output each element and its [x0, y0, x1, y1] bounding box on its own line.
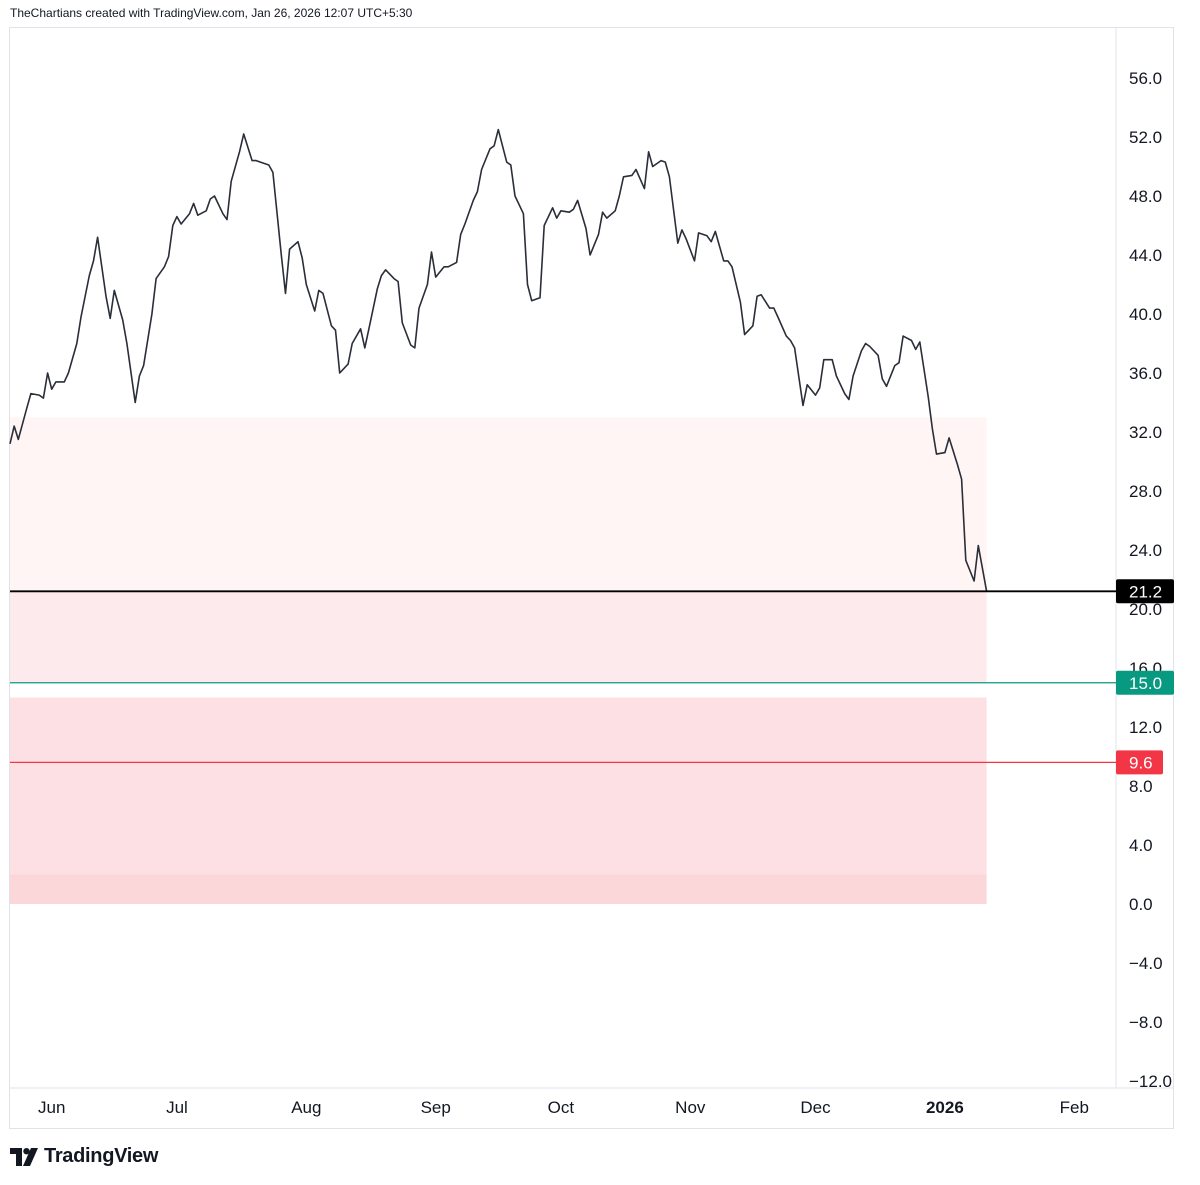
price-line-label: 15.0: [1129, 674, 1162, 693]
zone-band-2: [10, 697, 987, 875]
x-tick-label: Nov: [675, 1098, 706, 1117]
y-tick-label: 24.0: [1129, 541, 1162, 560]
y-tick-label: 4.0: [1129, 836, 1153, 855]
tradingview-logo-text: TradingView: [44, 1145, 159, 1167]
x-tick-label: Dec: [800, 1098, 831, 1117]
y-tick-label: 40.0: [1129, 305, 1162, 324]
zone-band-1: [10, 591, 987, 683]
y-tick-label: 48.0: [1129, 187, 1162, 206]
x-tick-label: Aug: [291, 1098, 321, 1117]
x-tick-label: Jul: [166, 1098, 188, 1117]
y-tick-label: 20.0: [1129, 600, 1162, 619]
y-tick-label: −4.0: [1129, 954, 1163, 973]
x-tick-label: Oct: [548, 1098, 575, 1117]
price-line-label: 21.2: [1129, 582, 1162, 601]
y-tick-label: 8.0: [1129, 777, 1153, 796]
price-line-label: 9.6: [1129, 753, 1153, 772]
x-tick-label: Sep: [421, 1098, 451, 1117]
y-tick-label: 28.0: [1129, 482, 1162, 501]
price-line-badge: [1116, 670, 1174, 695]
tradingview-logo-icon: [10, 1147, 38, 1166]
x-tick-label: Jun: [38, 1098, 65, 1117]
y-tick-label: −12.0: [1129, 1072, 1172, 1091]
price-line-badge: [1116, 579, 1174, 604]
y-tick-label: 36.0: [1129, 364, 1162, 383]
tradingview-logo[interactable]: TradingView: [10, 1145, 158, 1168]
y-tick-label: 56.0: [1129, 69, 1162, 88]
y-tick-label: 32.0: [1129, 423, 1162, 442]
x-tick-label: Feb: [1060, 1098, 1089, 1117]
chart-frame: [9, 27, 1174, 1129]
price-series-line: [9, 128, 988, 592]
x-tick-label: 2026: [926, 1098, 964, 1117]
zone-band-3: [10, 874, 987, 904]
price-line-badge: [1116, 750, 1163, 775]
zone-band-0: [10, 417, 987, 592]
y-tick-label: 44.0: [1129, 246, 1162, 265]
y-tick-label: −8.0: [1129, 1013, 1163, 1032]
y-tick-label: 12.0: [1129, 718, 1162, 737]
chart-attribution: TheChartians created with TradingView.co…: [10, 6, 413, 20]
y-tick-label: 0.0: [1129, 895, 1153, 914]
y-tick-label: 52.0: [1129, 128, 1162, 147]
